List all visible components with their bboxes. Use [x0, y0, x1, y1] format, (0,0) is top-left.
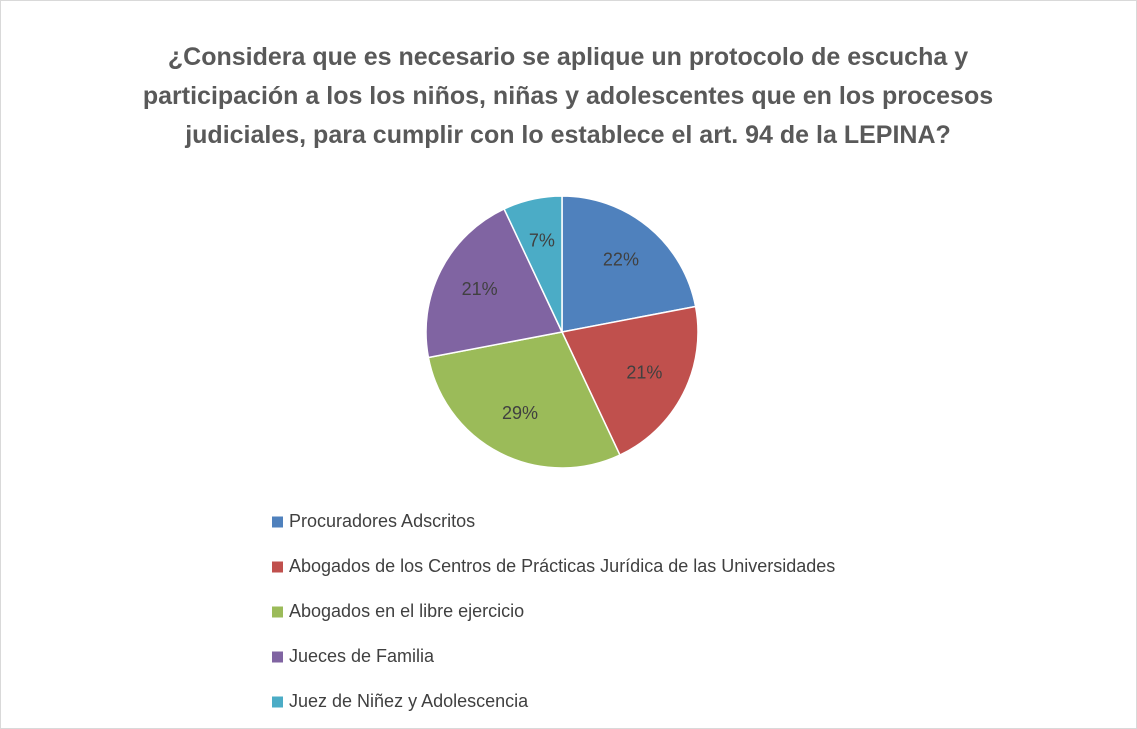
data-label: 21% [626, 363, 662, 383]
pie-slice [560, 305, 699, 457]
pie-slice [561, 195, 697, 333]
pie-slice [425, 207, 564, 359]
data-label: 7% [529, 230, 555, 250]
data-label: 29% [502, 403, 538, 423]
chart-title: ¿Considera que es necesario se aplique u… [142, 43, 994, 149]
pie-slice [503, 195, 563, 333]
legend-label: Juez de Niñez y Adolescencia [289, 691, 529, 711]
data-label: 21% [462, 279, 498, 299]
legend-label: Abogados en el libre ejercicio [289, 601, 524, 621]
legend-label: Jueces de Familia [289, 646, 435, 666]
legend-swatch [272, 606, 283, 618]
data-label: 22% [603, 249, 639, 269]
legend-label: Abogados de los Centros de Prácticas Jur… [289, 556, 835, 576]
legend-label: Procuradores Adscritos [289, 511, 475, 531]
legend-swatch [272, 651, 283, 663]
pie-slice [427, 331, 621, 469]
legend-swatch [272, 696, 283, 708]
legend-swatch [272, 561, 283, 573]
legend-swatch [272, 516, 283, 528]
